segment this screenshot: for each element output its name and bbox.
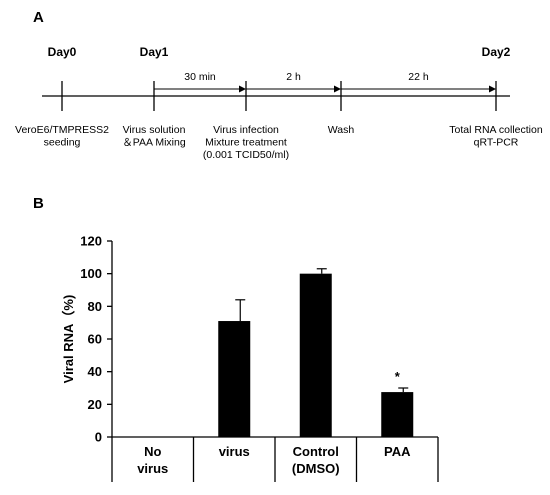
y-tick-label: 80 [88, 299, 102, 314]
step-description: (0.001 TCID50/ml) [203, 149, 289, 161]
step-description: Total RNA collection [449, 124, 543, 136]
day-label: Day1 [140, 45, 169, 59]
y-tick-label: 20 [88, 397, 102, 412]
day-label: Day0 [48, 45, 77, 59]
interval-arrowhead [489, 85, 496, 93]
step-description: Virus infection [213, 124, 279, 136]
bar [299, 273, 332, 437]
timeline: Day0 Day1 Day2 30 min 2 h 22 h VeroE6/TMPRESS2… [15, 45, 543, 161]
y-tick-label: 60 [88, 332, 102, 347]
y-tick-label: 120 [80, 234, 102, 249]
significance-marker: * [395, 369, 401, 384]
interval-arrowhead [334, 85, 341, 93]
interval-label: 2 h [286, 71, 301, 83]
category-label: PAA [384, 444, 411, 459]
category-label: Control [293, 444, 339, 459]
category-label: No [144, 444, 161, 459]
panel-b-label: B [33, 195, 44, 212]
panel-a-label: A [33, 9, 44, 26]
step-description: Virus solution [123, 124, 186, 136]
step-description: Wash [328, 124, 355, 136]
step-description: Mixture treatment [205, 137, 287, 149]
interval-arrowhead [239, 85, 246, 93]
y-tick-label: 40 [88, 364, 102, 379]
step-description: seeding [44, 137, 81, 149]
y-tick-label: 100 [80, 266, 102, 281]
category-label: virus [137, 461, 168, 476]
step-description: qRT-PCR [474, 137, 519, 149]
interval-label: 22 h [408, 71, 429, 83]
bar [381, 392, 414, 437]
step-description: ＆PAA Mixing [122, 137, 186, 149]
day-label: Day2 [482, 45, 511, 59]
category-label: virus [219, 444, 250, 459]
step-description: VeroE6/TMPRESS2 [15, 124, 109, 136]
bar-chart: 0 20 40 60 80 100 120 Viral RNA（%) No virus virus C… [61, 234, 439, 482]
y-tick-label: 0 [95, 430, 102, 445]
y-axis-label: Viral RNA（%) [61, 295, 76, 384]
bar [218, 321, 251, 437]
interval-label: 30 min [184, 71, 216, 83]
category-label: (DMSO) [292, 461, 340, 476]
